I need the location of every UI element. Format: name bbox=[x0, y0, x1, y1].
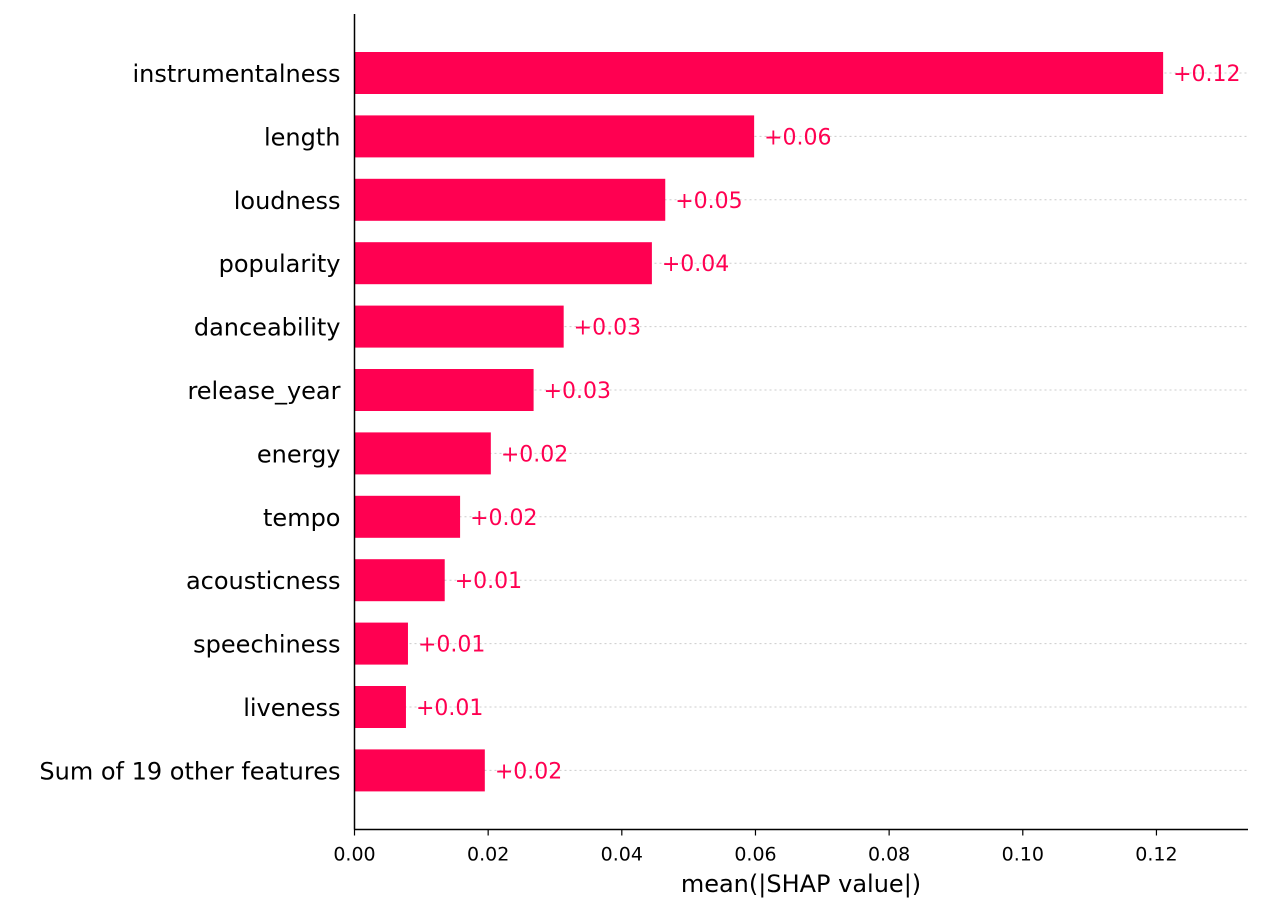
category-label: tempo bbox=[263, 504, 340, 532]
category-label: energy bbox=[257, 440, 341, 468]
category-label: loudness bbox=[234, 187, 341, 215]
bar-popularity bbox=[354, 242, 652, 285]
bar-loudness bbox=[354, 178, 666, 221]
bars bbox=[354, 52, 1164, 792]
bar-length bbox=[354, 115, 755, 158]
value-label: +0.01 bbox=[416, 696, 483, 721]
value-label: +0.03 bbox=[574, 316, 641, 341]
category-label: instrumentalness bbox=[133, 60, 341, 88]
category-label: popularity bbox=[219, 250, 341, 278]
value-label: +0.12 bbox=[1173, 62, 1240, 87]
category-label: acousticness bbox=[186, 567, 341, 595]
x-tick-label: 0.02 bbox=[467, 844, 509, 866]
x-tick-label: 0.12 bbox=[1135, 844, 1177, 866]
row-guides bbox=[354, 72, 1248, 771]
bar-danceability bbox=[354, 305, 564, 348]
value-label: +0.05 bbox=[675, 189, 742, 214]
value-label: +0.02 bbox=[470, 506, 537, 531]
bar-sum-of-19-other-features bbox=[354, 749, 485, 792]
x-tick-label: 0.00 bbox=[333, 844, 375, 866]
category-label: Sum of 19 other features bbox=[39, 757, 340, 785]
value-label: +0.03 bbox=[544, 379, 611, 404]
value-label: +0.01 bbox=[418, 633, 485, 658]
x-tick-label: 0.04 bbox=[601, 844, 643, 866]
category-label: danceability bbox=[194, 314, 341, 342]
bar-acousticness bbox=[354, 559, 445, 602]
category-label: speechiness bbox=[193, 631, 340, 659]
category-label: liveness bbox=[243, 694, 340, 722]
x-ticks: 0.00 0.02 0.04 0.06 0.08 0.10 0.12 bbox=[333, 829, 1178, 866]
x-tick-label: 0.06 bbox=[734, 844, 776, 866]
value-label: +0.06 bbox=[764, 125, 831, 150]
x-tick-label: 0.08 bbox=[868, 844, 910, 866]
bar-instrumentalness bbox=[354, 52, 1164, 94]
bar-energy bbox=[354, 432, 491, 475]
value-labels: +0.12 +0.06 +0.05 +0.04 +0.03 +0.03 +0.02 +0.02… bbox=[416, 62, 1241, 784]
x-axis-title: mean(|SHAP value|) bbox=[681, 870, 921, 898]
value-label: +0.01 bbox=[455, 569, 522, 594]
value-label: +0.02 bbox=[495, 759, 562, 784]
value-label: +0.04 bbox=[662, 252, 729, 277]
axes bbox=[353, 14, 1248, 831]
x-tick-label: 0.10 bbox=[1002, 844, 1044, 866]
category-label: length bbox=[264, 123, 341, 151]
bar-speechiness bbox=[354, 622, 408, 665]
bar-liveness bbox=[354, 686, 406, 728]
category-label: release_year bbox=[187, 377, 340, 405]
value-label: +0.02 bbox=[501, 442, 568, 467]
bar-release-year bbox=[354, 369, 534, 411]
category-labels: instrumentalness length loudness popularity… bbox=[39, 60, 340, 785]
bar-tempo bbox=[354, 495, 461, 538]
